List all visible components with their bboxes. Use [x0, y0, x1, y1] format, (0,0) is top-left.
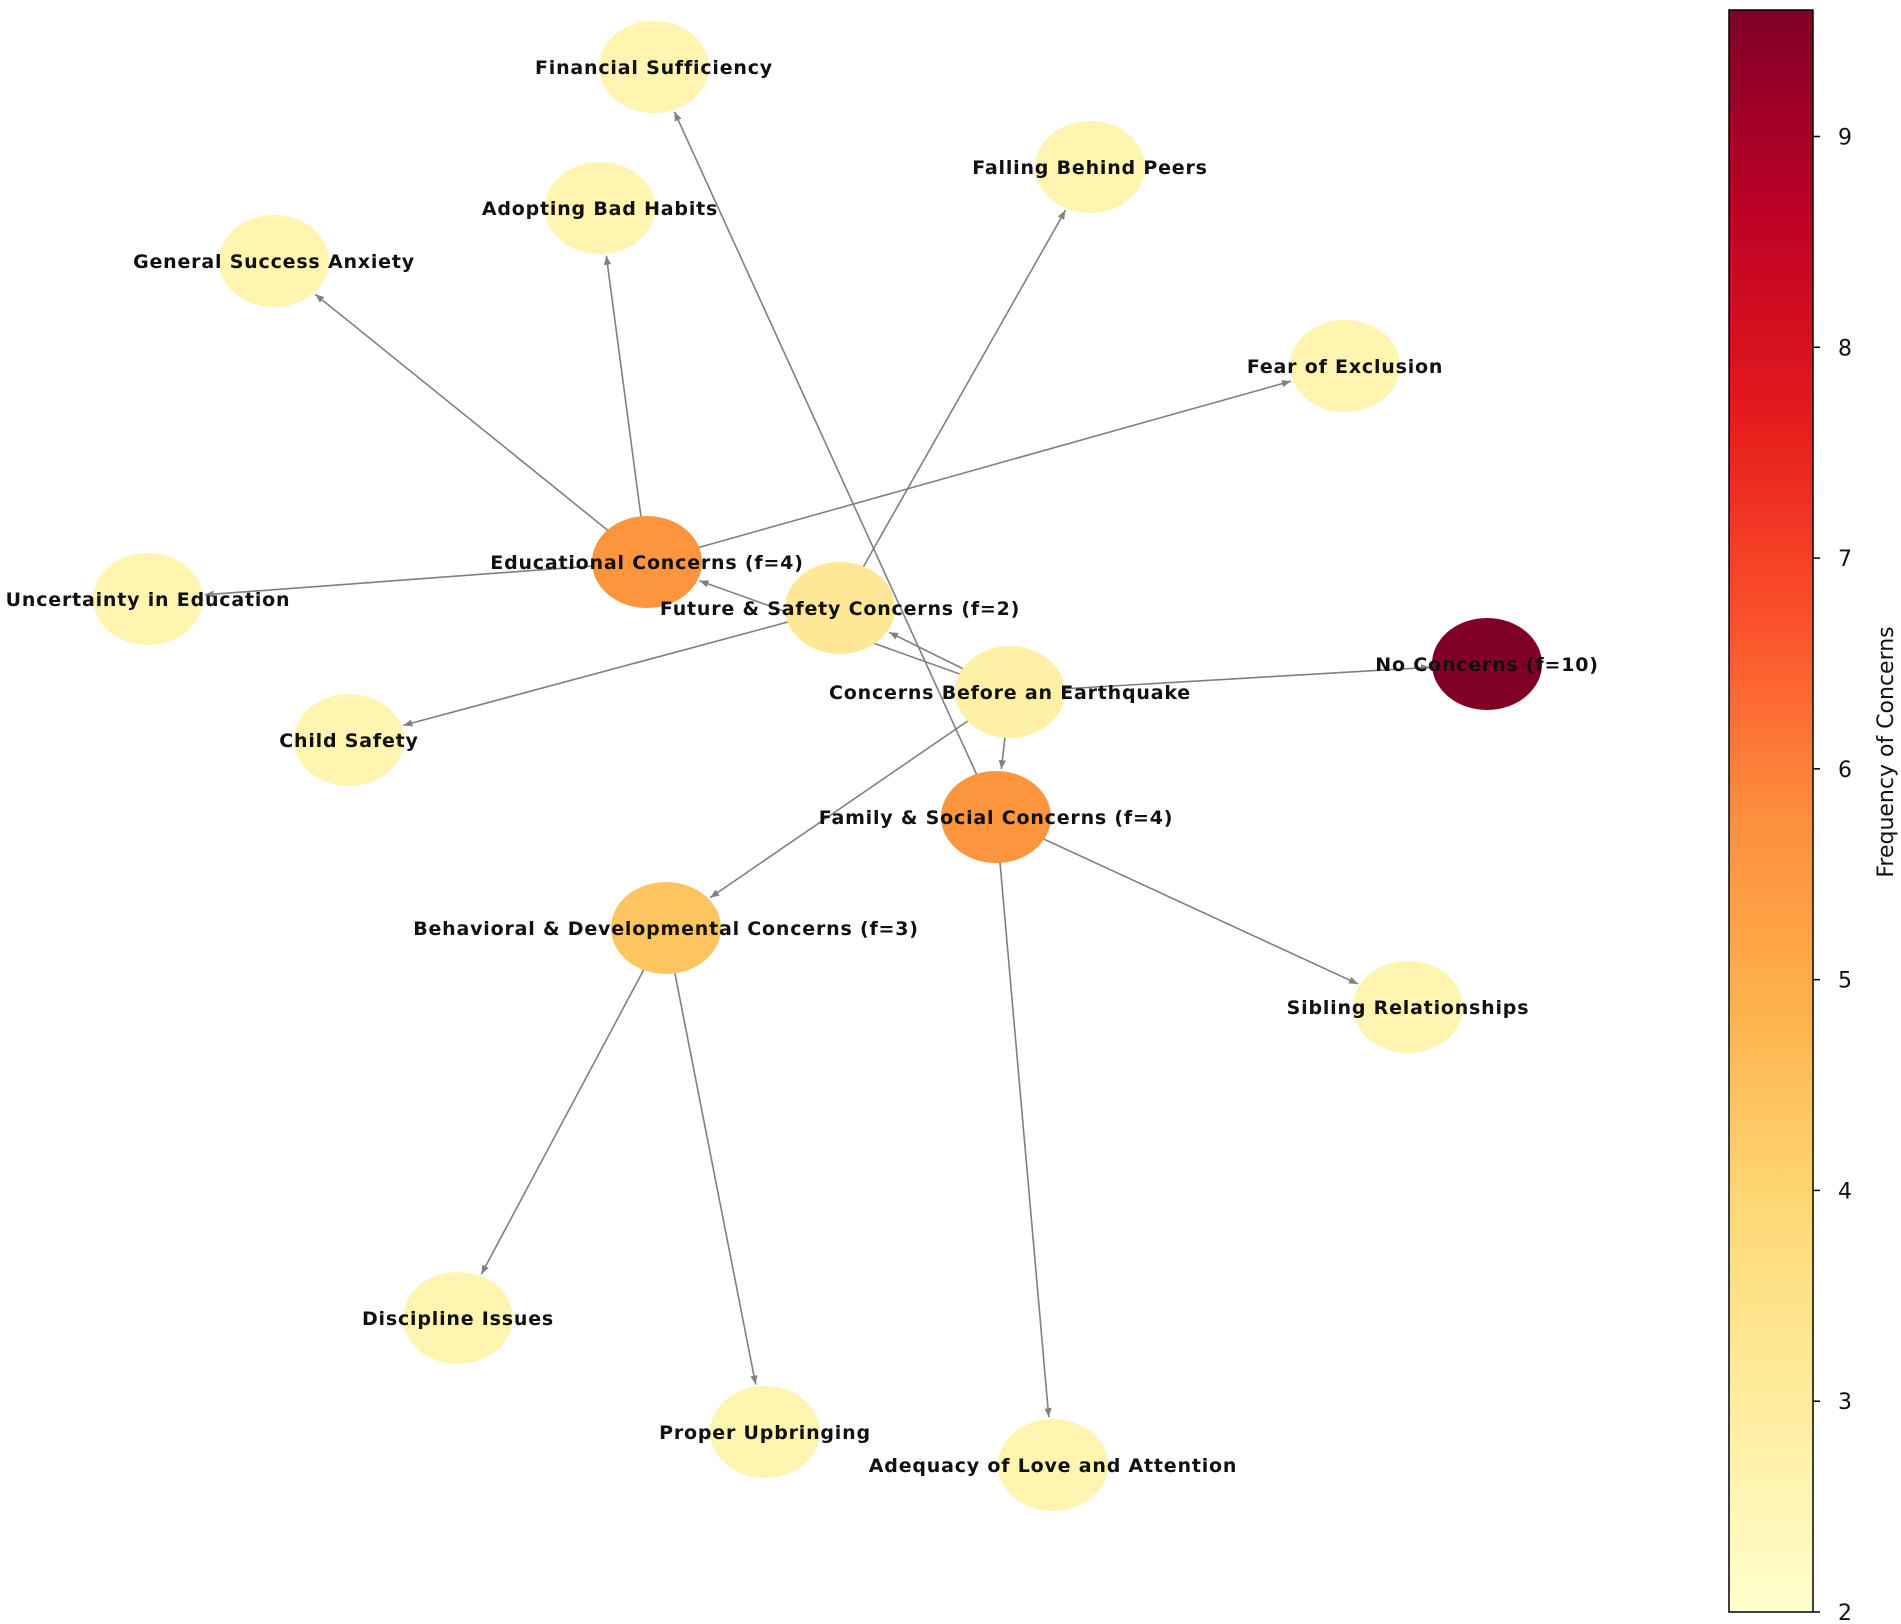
node-label-exclusion: Fear of Exclusion	[1247, 356, 1443, 378]
node-child	[294, 694, 404, 786]
edge-future-to-falling	[839, 209, 1067, 609]
node-label-upbringing: Proper Upbringing	[659, 1422, 871, 1444]
node-upbringing	[710, 1386, 820, 1478]
node-sibling	[1353, 961, 1463, 1053]
edges-layer	[204, 111, 1431, 1418]
node-label-falling: Falling Behind Peers	[972, 157, 1208, 179]
node-behavioral	[611, 882, 721, 974]
colorbar: 2 3 4 5 6 7 8 9 Frequency of Concerns	[1728, 9, 1899, 1624]
node-label-family: Family & Social Concerns (f=4)	[819, 807, 1173, 829]
colorbar-tick-label: 9	[1838, 125, 1852, 150]
colorbar-title: Frequency of Concerns	[1874, 626, 1899, 877]
edge-educational-to-habits	[603, 255, 648, 563]
node-label-none: No Concerns (f=10)	[1375, 654, 1598, 676]
edge-future-to-child	[403, 607, 841, 727]
node-root	[955, 646, 1065, 738]
node-label-sibling: Sibling Relationships	[1287, 997, 1530, 1019]
node-exclusion	[1290, 320, 1400, 412]
node-discipline	[403, 1272, 513, 1364]
colorbar-tick-label: 3	[1838, 1390, 1852, 1415]
node-future	[785, 562, 895, 654]
colorbar-tick-label: 5	[1838, 969, 1852, 994]
edge-family-to-sibling	[995, 816, 1359, 985]
colorbar-scale	[1728, 9, 1814, 1613]
edge-root-to-none	[1009, 664, 1431, 693]
node-love	[998, 1419, 1108, 1511]
node-label-child: Child Safety	[279, 730, 418, 752]
labels-layer: Financial Sufficiency Falling Behind Peer…	[6, 57, 1598, 1477]
node-label-habits: Adopting Bad Habits	[482, 198, 718, 220]
colorbar-tick-label: 8	[1838, 336, 1852, 361]
colorbar-tick-label: 2	[1838, 1601, 1852, 1624]
edge-educational-to-uncertainty	[204, 561, 648, 598]
node-label-future: Future & Safety Concerns (f=2)	[660, 598, 1020, 620]
edge-educational-to-anxiety	[314, 293, 648, 563]
colorbar-ticks: 2 3 4 5 6 7 8 9	[1813, 125, 1852, 1624]
node-educational	[592, 516, 702, 608]
edge-family-to-financial	[673, 111, 997, 818]
node-label-uncertainty: Uncertainty in Education	[6, 589, 291, 611]
node-financial	[599, 21, 709, 113]
node-label-behavioral: Behavioral & Developmental Concerns (f=3…	[413, 918, 919, 940]
node-falling	[1035, 121, 1145, 213]
node-uncertainty	[93, 553, 203, 645]
node-label-root: Concerns Before an Earthquake	[829, 682, 1191, 704]
edge-behavioral-to-discipline	[480, 927, 667, 1275]
node-anxiety	[219, 215, 329, 307]
edge-root-to-behavioral	[709, 691, 1011, 899]
edge-family-to-love	[995, 816, 1052, 1418]
node-family	[941, 771, 1051, 863]
node-label-love: Adequacy of Love and Attention	[869, 1455, 1237, 1477]
edge-educational-to-exclusion	[646, 380, 1292, 563]
edge-behavioral-to-upbringing	[665, 927, 758, 1385]
node-label-discipline: Discipline Issues	[362, 1308, 554, 1330]
node-label-anxiety: General Success Anxiety	[133, 251, 415, 273]
colorbar-tick-label: 6	[1838, 758, 1852, 783]
node-habits	[545, 162, 655, 254]
colorbar-tick-label: 4	[1838, 1179, 1852, 1204]
node-label-educational: Educational Concerns (f=4)	[490, 552, 803, 574]
node-none	[1432, 618, 1542, 710]
node-label-financial: Financial Sufficiency	[535, 57, 773, 79]
nodes-layer	[93, 21, 1542, 1511]
colorbar-tick-label: 7	[1838, 547, 1852, 572]
